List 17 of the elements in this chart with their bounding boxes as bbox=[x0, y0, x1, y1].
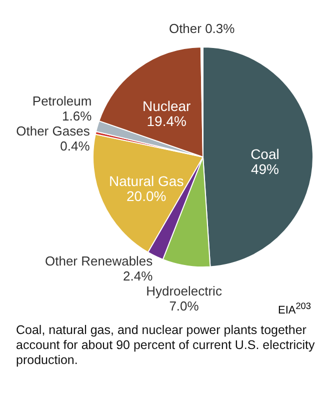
slice-label: Hydroelectric bbox=[146, 284, 222, 299]
data-label: 1.6% bbox=[62, 108, 92, 124]
data-label: 20.0% bbox=[126, 188, 166, 204]
text: EIA$^{203}$ bbox=[278, 301, 311, 317]
slice-label: Nuclear bbox=[142, 98, 192, 114]
data-label: 0.4% bbox=[60, 138, 90, 154]
slice-label: Natural Gas bbox=[109, 173, 184, 190]
slice-label: Petroleum bbox=[32, 94, 92, 109]
data-label: 19.4% bbox=[146, 112, 186, 129]
data-label: 49% bbox=[250, 160, 279, 177]
slice-label: Other Gases bbox=[16, 124, 90, 139]
slice-label: Other Renewables bbox=[45, 254, 154, 269]
text: Coal, natural gas, and nuclear power plants together account for about 90 percent of current U.S. electricity production. bbox=[15, 322, 316, 368]
data-label: 7.0% bbox=[169, 298, 200, 314]
data-label: 2.4% bbox=[123, 268, 154, 284]
slice-label: Coal bbox=[250, 146, 280, 162]
slice-label: Other 0.3% bbox=[168, 21, 236, 36]
